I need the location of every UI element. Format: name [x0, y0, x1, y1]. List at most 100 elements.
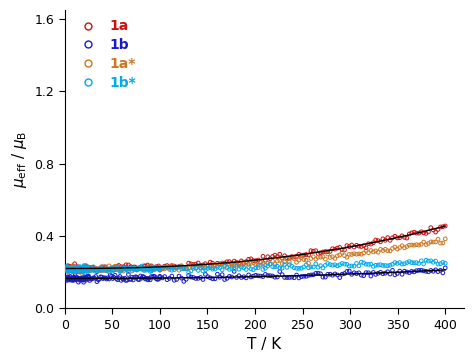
1b: [415, 268, 423, 273]
1b*: [348, 263, 356, 269]
1a: [235, 261, 243, 267]
1a*: [425, 240, 432, 246]
1a*: [194, 263, 202, 269]
1a*: [362, 248, 370, 253]
1b*: [415, 261, 423, 266]
1a: [65, 265, 73, 271]
1b*: [82, 262, 90, 268]
1b: [271, 274, 279, 280]
1b*: [78, 266, 86, 272]
1b*: [374, 262, 382, 268]
1a: [396, 235, 403, 241]
1b*: [105, 269, 113, 275]
1b*: [182, 266, 190, 272]
1b*: [420, 261, 428, 267]
1a: [285, 255, 293, 261]
1b*: [242, 266, 250, 272]
1a: [326, 248, 334, 254]
1b*: [441, 260, 449, 266]
1b: [65, 275, 73, 281]
1a*: [367, 248, 374, 253]
1b: [314, 270, 322, 276]
1a*: [132, 267, 139, 273]
1b*: [266, 261, 274, 267]
1a*: [123, 267, 131, 273]
1b: [187, 274, 195, 280]
1a*: [346, 252, 353, 257]
1a: [97, 268, 104, 273]
1b*: [271, 264, 279, 270]
1b: [173, 277, 181, 282]
1b: [319, 274, 327, 280]
1a*: [321, 256, 329, 262]
1a*: [75, 269, 83, 274]
1a*: [151, 266, 159, 272]
1a: [190, 262, 197, 268]
1a: [389, 235, 396, 241]
1a: [386, 237, 394, 243]
1b*: [355, 263, 363, 269]
1b*: [90, 264, 97, 270]
1b*: [69, 267, 77, 273]
1b*: [88, 266, 96, 272]
1b*: [233, 264, 240, 269]
1b*: [72, 266, 80, 272]
1b: [90, 275, 97, 281]
1b: [76, 276, 83, 282]
1b*: [408, 260, 416, 265]
1b: [382, 270, 389, 276]
1a: [201, 261, 209, 266]
1a*: [415, 242, 423, 248]
1a: [132, 265, 139, 270]
1a*: [319, 254, 327, 260]
1b*: [206, 265, 214, 270]
1b: [127, 277, 135, 282]
1a*: [255, 262, 262, 268]
1b: [219, 272, 226, 278]
1b: [269, 273, 276, 279]
1a*: [343, 254, 351, 260]
1a*: [73, 264, 81, 270]
1b: [82, 276, 89, 282]
1b: [114, 277, 121, 283]
1a*: [100, 264, 108, 269]
1b*: [73, 268, 81, 273]
1a*: [405, 242, 413, 248]
1b: [321, 274, 329, 280]
1a: [405, 231, 413, 237]
1b: [302, 273, 310, 279]
1a*: [285, 259, 293, 265]
1a*: [276, 257, 283, 263]
1b*: [391, 260, 399, 265]
1b: [75, 275, 83, 281]
1a*: [71, 269, 78, 275]
1b*: [108, 266, 115, 272]
1a: [360, 243, 367, 248]
1b*: [66, 268, 74, 274]
1a*: [209, 265, 217, 270]
1a: [278, 255, 286, 261]
1b*: [74, 266, 82, 272]
1a: [143, 265, 150, 271]
1b: [223, 275, 231, 281]
1b: [312, 270, 319, 276]
1b: [73, 276, 80, 282]
1a*: [74, 268, 82, 273]
1a: [182, 265, 190, 271]
1b: [346, 268, 353, 274]
1a*: [350, 251, 358, 257]
1a*: [63, 266, 71, 272]
1a*: [80, 269, 87, 275]
1a: [240, 261, 247, 266]
1a*: [85, 268, 92, 274]
1b: [237, 275, 245, 281]
1b: [134, 277, 142, 282]
1a: [76, 265, 84, 271]
1a: [145, 265, 153, 271]
1b*: [201, 267, 209, 273]
1a*: [391, 244, 399, 250]
1b*: [150, 265, 157, 271]
1b*: [112, 267, 120, 273]
1b*: [295, 265, 303, 271]
1a: [415, 230, 423, 236]
